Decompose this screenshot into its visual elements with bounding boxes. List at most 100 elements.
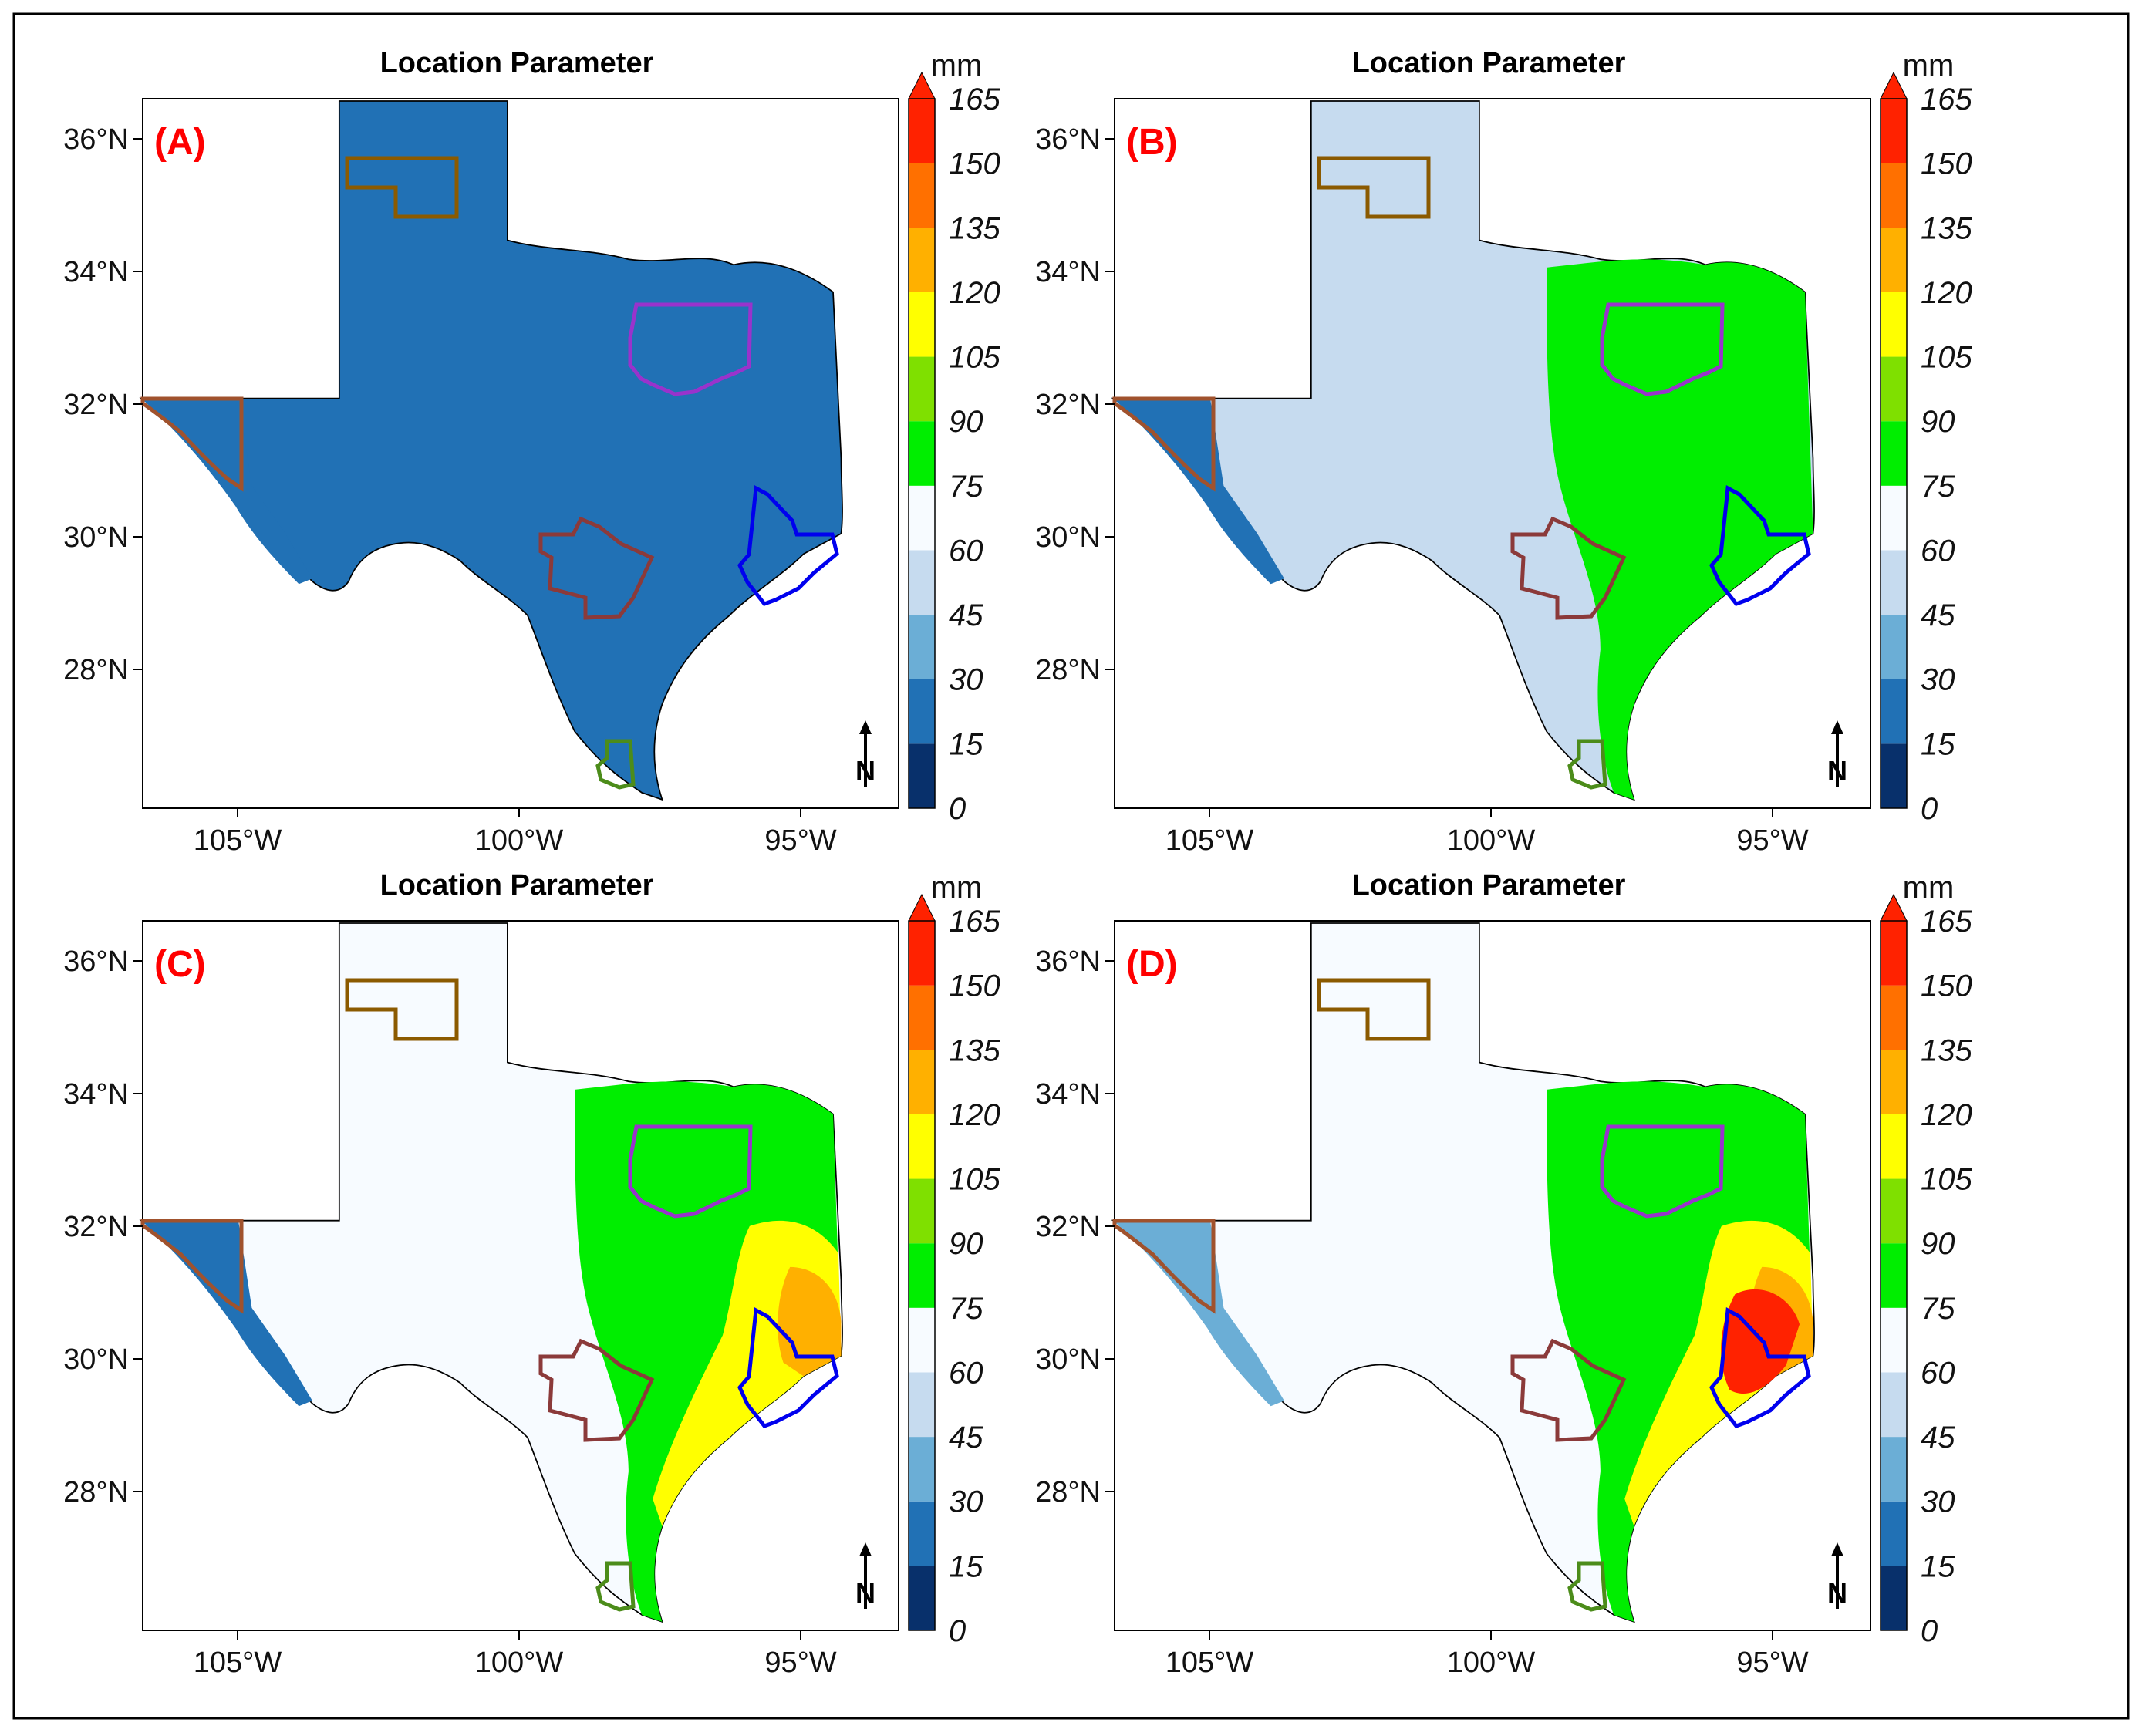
colorbar-tick-label: 165 — [1921, 83, 1972, 116]
colorbar-swatch — [909, 1050, 935, 1114]
lon-tick: 105°W — [194, 1630, 282, 1679]
svg-text:34°N: 34°N — [1035, 256, 1101, 288]
west-texas-field — [1113, 1220, 1284, 1407]
lat-tick: 34°N — [1035, 1078, 1115, 1111]
colorbar-tick-label: 165 — [949, 905, 1000, 939]
colorbar-tick-label: 15 — [949, 727, 983, 761]
colorbar-swatch — [1881, 485, 1907, 551]
lat-tick: 34°N — [63, 256, 143, 288]
colorbar-tick-label: 30 — [949, 663, 983, 697]
colorbar-swatch — [1881, 163, 1907, 228]
colorbar-tick-label: 120 — [949, 1098, 1000, 1132]
houston-region — [1709, 485, 1811, 606]
el-paso-region — [140, 396, 244, 492]
svg-text:36°N: 36°N — [63, 946, 129, 978]
colorbar-swatch — [909, 163, 935, 228]
svg-text:30°N: 30°N — [63, 1343, 129, 1376]
lat-tick: 36°N — [63, 946, 143, 978]
lat-tick: 32°N — [1035, 389, 1115, 421]
colorbar-tick-label: 45 — [949, 598, 983, 632]
colorbar-tick-label: 0 — [1921, 1614, 1938, 1648]
san-antonio-region — [1510, 516, 1627, 620]
texas-state-shape — [140, 922, 843, 1623]
dfw-region — [628, 302, 753, 396]
svg-text:28°N: 28°N — [1035, 654, 1101, 686]
houston-region — [737, 485, 839, 606]
lon-tick: 105°W — [1165, 808, 1253, 857]
map-panel-a: Location Parameter 36°N 34°N 32°N 30°N 28°N 10… — [63, 47, 1000, 857]
lat-tick: 28°N — [63, 1476, 143, 1508]
houston-region — [1709, 1307, 1811, 1428]
colorbar-swatch — [909, 550, 935, 615]
colorbar-tick-label: 60 — [1921, 534, 1955, 568]
north-arrow-icon: N — [855, 720, 875, 787]
colorbar-tick-label: 165 — [949, 83, 1000, 116]
svg-text:30°N: 30°N — [1035, 521, 1101, 554]
colorbar-tick-label: 75 — [1921, 1292, 1955, 1326]
panhandle-region — [1317, 156, 1431, 219]
colorbar-tick-label: 150 — [1921, 147, 1972, 181]
lat-tick: 32°N — [1035, 1211, 1115, 1243]
svg-text:100°W: 100°W — [475, 824, 564, 857]
el-paso-region — [1112, 1219, 1216, 1314]
lon-tick: 100°W — [475, 808, 564, 857]
colorbar-tick-label: 135 — [949, 211, 1000, 245]
colorbar-tick-label: 120 — [1921, 276, 1972, 310]
colorbar-swatch — [909, 743, 935, 808]
lat-tick: 32°N — [63, 389, 143, 421]
svg-text:105°W: 105°W — [1165, 1647, 1254, 1679]
colorbar-swatch — [1881, 1243, 1907, 1308]
lon-tick: 105°W — [194, 808, 282, 857]
lat-tick: 34°N — [63, 1078, 143, 1111]
colorbar-tick-label: 165 — [1921, 905, 1972, 939]
colorbar-swatch — [1881, 743, 1907, 808]
colorbar-tick-label: 135 — [1921, 211, 1972, 245]
lat-tick: 30°N — [63, 1343, 143, 1376]
north-letter: N — [1827, 1577, 1847, 1609]
rio-grande-region — [1567, 1561, 1607, 1612]
panel-title: Location Parameter — [380, 47, 654, 79]
north-arrow-icon: N — [855, 1542, 875, 1609]
colorbar-tick-label: 75 — [949, 470, 983, 504]
lat-tick: 36°N — [1035, 946, 1115, 978]
colorbar-swatch — [909, 292, 935, 357]
svg-text:105°W: 105°W — [194, 824, 282, 857]
colorbar-tick-label: 60 — [949, 1356, 983, 1390]
svg-text:28°N: 28°N — [1035, 1476, 1101, 1508]
lat-tick: 36°N — [1035, 123, 1115, 156]
houston-region — [737, 1307, 839, 1428]
north-letter: N — [855, 1577, 875, 1609]
colorbar-tick-label: 120 — [949, 276, 1000, 310]
colorbar-swatch — [909, 1437, 935, 1502]
colorbar-swatch — [909, 679, 935, 744]
colorbar-tick-label: 135 — [1921, 1033, 1972, 1067]
colorbar-swatch — [1881, 985, 1907, 1050]
east-texas-field — [1547, 259, 1813, 800]
svg-text:34°N: 34°N — [63, 1078, 129, 1111]
colorbar-tick-label: 90 — [1921, 1227, 1955, 1261]
colorbar-tick-label: 105 — [949, 1163, 1000, 1197]
colorbar-swatch — [1881, 1178, 1907, 1244]
svg-text:30°N: 30°N — [63, 521, 129, 554]
north-letter: N — [855, 755, 875, 787]
svg-text:95°W: 95°W — [1736, 824, 1808, 857]
west-texas-field — [141, 1220, 312, 1407]
colorbar-tick-label: 0 — [949, 1614, 966, 1648]
colorbar-swatch — [909, 1114, 935, 1179]
san-antonio-region — [538, 516, 655, 620]
colorbar-swatch — [909, 1178, 935, 1244]
colorbar-swatch — [1881, 228, 1907, 292]
svg-text:32°N: 32°N — [63, 389, 129, 421]
map-panel-d: Location Parameter 36°N 34°N 32°N 30°N 28°N 10… — [1035, 869, 1972, 1679]
lon-tick: 100°W — [1447, 1630, 1536, 1679]
colorbar-swatch — [909, 228, 935, 292]
colorbar-tick-label: 150 — [949, 147, 1000, 181]
svg-text:100°W: 100°W — [1447, 1647, 1536, 1679]
colorbar-unit: mm — [931, 871, 983, 905]
rio-grande-region — [595, 1561, 636, 1612]
lat-tick: 32°N — [63, 1211, 143, 1243]
north-letter: N — [1827, 755, 1847, 787]
colorbar-tick-label: 0 — [1921, 792, 1938, 826]
colorbar-tick-label: 15 — [949, 1549, 983, 1583]
